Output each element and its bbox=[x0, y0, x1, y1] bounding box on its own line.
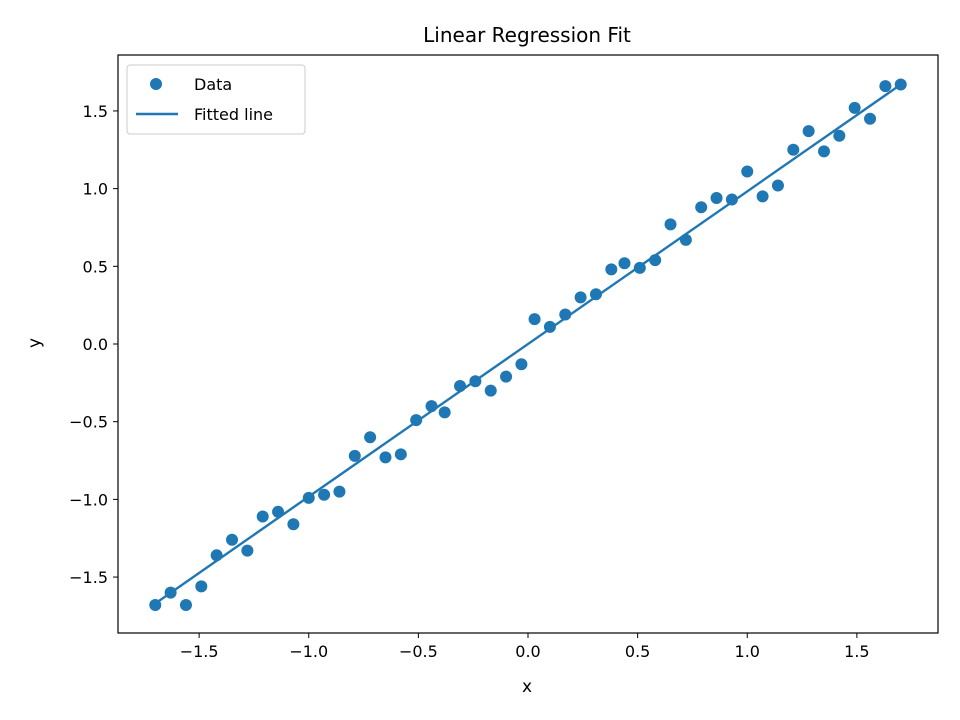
data-point bbox=[864, 112, 877, 125]
data-point bbox=[664, 218, 677, 231]
data-point bbox=[379, 451, 392, 464]
data-point bbox=[256, 510, 269, 523]
data-point bbox=[574, 291, 587, 304]
plot-area bbox=[149, 78, 907, 612]
data-point bbox=[756, 190, 769, 203]
y-tick-label: 0.0 bbox=[83, 335, 108, 354]
legend-label-data: Data bbox=[194, 75, 232, 94]
data-point bbox=[589, 288, 602, 301]
data-point bbox=[333, 485, 346, 498]
data-point bbox=[528, 313, 541, 326]
x-tick-label: −1.5 bbox=[180, 642, 219, 661]
legend-box bbox=[126, 64, 306, 135]
legend: Data Fitted line bbox=[126, 64, 306, 135]
data-point bbox=[364, 431, 377, 444]
data-point bbox=[226, 533, 239, 546]
data-point bbox=[348, 449, 361, 462]
x-tick-label: −1.0 bbox=[289, 642, 328, 661]
data-point bbox=[195, 580, 208, 593]
fitted-line bbox=[154, 83, 902, 605]
data-point bbox=[394, 448, 407, 461]
legend-label-fitted-line: Fitted line bbox=[194, 105, 273, 124]
legend-marker-data bbox=[150, 78, 162, 90]
data-point bbox=[287, 518, 300, 531]
data-point bbox=[787, 143, 800, 156]
x-tick-label: 1.0 bbox=[735, 642, 760, 661]
data-point bbox=[515, 358, 528, 371]
y-tick-label: −0.5 bbox=[69, 413, 108, 432]
data-point bbox=[605, 263, 618, 276]
data-point bbox=[500, 370, 513, 383]
data-point bbox=[179, 599, 192, 612]
y-tick-label: 1.5 bbox=[83, 102, 108, 121]
data-point bbox=[318, 488, 331, 501]
data-point bbox=[710, 191, 723, 204]
data-point bbox=[695, 201, 708, 214]
data-point bbox=[484, 384, 497, 397]
data-point bbox=[833, 129, 846, 142]
y-tick-label: 0.5 bbox=[83, 257, 108, 276]
data-point bbox=[879, 80, 892, 93]
y-tick-label: −1.5 bbox=[69, 568, 108, 587]
data-point bbox=[741, 165, 754, 178]
data-point bbox=[241, 544, 254, 557]
x-tick-label: 1.5 bbox=[844, 642, 869, 661]
y-axis-label: y bbox=[25, 338, 45, 348]
y-tick-label: −1.0 bbox=[69, 490, 108, 509]
data-point bbox=[438, 406, 451, 419]
chart-title: Linear Regression Fit bbox=[423, 23, 631, 47]
x-tick-label: −0.5 bbox=[399, 642, 438, 661]
x-tick-label: 0.5 bbox=[625, 642, 650, 661]
data-point bbox=[817, 145, 830, 158]
data-point bbox=[848, 101, 861, 114]
data-point bbox=[725, 193, 738, 206]
y-tick-label: 1.0 bbox=[83, 180, 108, 199]
x-axis-label: x bbox=[522, 677, 532, 697]
data-point bbox=[559, 308, 572, 321]
axes: −1.5 −1.0 −0.5 0.0 0.5 1.0 1.5 −1.5 −1.0 −0.5 0.0 0… bbox=[69, 54, 939, 661]
x-tick-label: 0.0 bbox=[515, 642, 540, 661]
data-point bbox=[618, 257, 631, 270]
data-point bbox=[802, 125, 815, 138]
data-point bbox=[771, 179, 784, 192]
